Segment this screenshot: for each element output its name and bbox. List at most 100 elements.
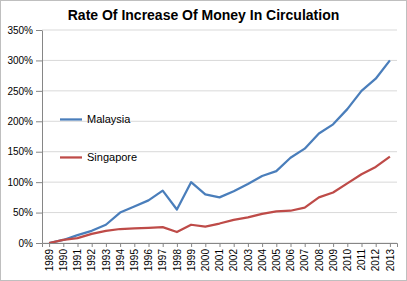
x-tick-mark [63,243,64,247]
x-tick-mark [276,243,277,247]
y-tick-mark [36,60,42,61]
y-tick: 250% [7,86,42,97]
x-tick-mark [347,243,348,247]
legend: Malaysia Singapore [60,113,137,163]
x-tick: 2009 [328,243,339,271]
y-tick-label: 0% [19,238,34,249]
legend-swatch [60,156,82,158]
x-tick: 2001 [214,243,225,271]
x-tick: 2000 [200,243,211,271]
grid-line [42,212,397,213]
x-tick: 1999 [186,243,197,271]
x-tick-label: 1993 [101,249,112,272]
x-axis-line [43,244,398,248]
series-line [49,60,390,243]
y-tick: 300% [7,55,42,66]
x-tick: 1997 [157,243,168,271]
x-tick-mark [49,243,50,247]
grid-line [42,182,397,183]
x-tick: 2012 [370,243,381,271]
x-tick-label: 1999 [186,249,197,272]
y-tick: 150% [7,146,42,157]
x-tick-label: 1989 [44,249,55,272]
chart-frame [1,1,407,281]
x-tick: 2003 [243,243,254,271]
y-tick-mark [36,213,42,214]
x-tick-mark [205,243,206,247]
x-tick-label: 1998 [172,249,183,272]
x-tick-mark [291,243,292,247]
x-tick-label: 1996 [143,249,154,272]
x-tick-label: 1990 [58,249,69,272]
x-tick: 1996 [143,243,154,271]
y-tick: 200% [7,116,42,127]
x-tick: 1991 [72,243,83,271]
grid-line [42,60,397,61]
x-tick: 2013 [385,243,396,271]
y-tick-label: 350% [7,25,33,36]
y-axis-line [42,31,43,244]
x-tick-label: 1997 [157,249,168,272]
x-tick: 2007 [299,243,310,271]
y-tick-label: 200% [7,116,33,127]
x-tick-mark [319,243,320,247]
x-tick-label: 2004 [257,249,268,272]
x-tick-mark [333,243,334,247]
x-tick-mark [134,243,135,247]
y-tick-label: 150% [7,146,33,157]
y-axis: 0% 50% 100% 150% 200% 250% 300% 350% [7,25,42,249]
y-tick-label: 250% [7,86,33,97]
y-tick-label: 300% [7,55,33,66]
x-tick-mark [220,243,221,247]
x-axis: 1989199019911992199319941995199619971998… [43,243,398,271]
x-tick-mark [163,243,164,247]
series-group [49,60,390,243]
x-tick-label: 2006 [285,249,296,272]
y-tick-mark [36,121,42,122]
x-tick: 2005 [271,243,282,271]
x-tick-label: 2007 [299,249,310,272]
series-line [49,157,390,243]
x-tick-mark [362,243,363,247]
x-tick: 1995 [129,243,140,271]
x-tick-mark [177,243,178,247]
x-tick-label: 1994 [115,249,126,272]
x-tick-label: 2002 [228,249,239,272]
x-tick-mark [106,243,107,247]
x-tick: 2010 [342,243,353,271]
x-tick: 1994 [115,243,126,271]
x-tick-mark [376,243,377,247]
x-tick-mark [234,243,235,247]
x-tick-mark [191,243,192,247]
x-tick-label: 2012 [370,249,381,272]
x-tick-mark [248,243,249,247]
x-tick: 2008 [314,243,325,271]
legend-item: Singapore [60,151,137,163]
legend-item: Malaysia [60,113,131,125]
x-tick: 1993 [101,243,112,271]
x-tick-mark [78,243,79,247]
x-tick: 1998 [172,243,183,271]
x-tick-label: 2010 [342,249,353,272]
x-tick-label: 2000 [200,249,211,272]
x-tick-label: 2008 [314,249,325,272]
legend-label: Malaysia [87,113,131,125]
x-tick-label: 2003 [243,249,254,272]
grid [42,30,397,243]
y-tick-label: 100% [7,177,33,188]
title: Rate Of Increase Of Money In Circulation [68,7,340,23]
y-tick-mark [36,152,42,153]
grid-line [42,30,397,31]
legend-swatch [60,118,82,120]
x-tick-mark [262,243,263,247]
x-tick: 2004 [257,243,268,271]
y-tick: 50% [13,207,42,218]
x-tick-label: 2001 [214,249,225,272]
x-tick: 1989 [44,243,55,271]
x-tick-mark [390,243,391,247]
grid-line [42,90,397,91]
y-tick-mark [36,30,42,31]
x-tick-label: 1991 [72,249,83,272]
chart: Rate Of Increase Of Money In Circulation… [0,0,407,281]
x-tick-mark [149,243,150,247]
